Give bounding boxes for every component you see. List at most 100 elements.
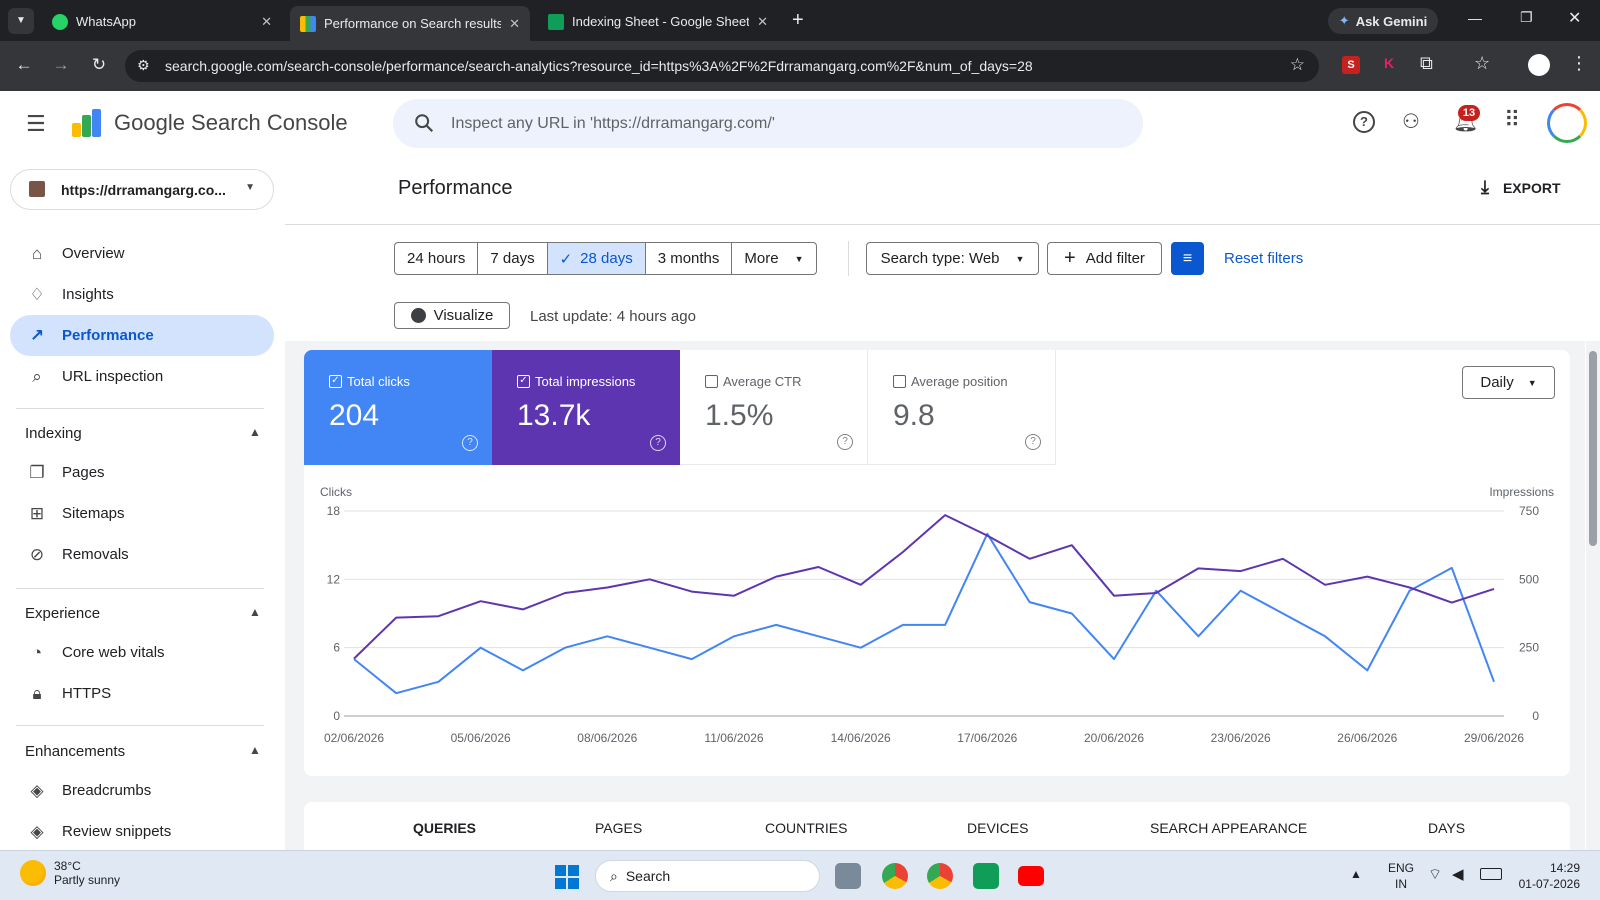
property-selector[interactable]: https://drramangarg.co... ▼ [10,169,274,210]
tab-search-button[interactable]: ▼ [8,8,34,34]
add-filter-button[interactable]: + Add filter [1047,242,1162,275]
lightbulb-icon: ♢ [29,285,45,304]
tab-countries[interactable]: COUNTRIES [765,820,848,836]
help-icon[interactable]: ? [462,435,478,451]
extension-k-icon[interactable]: K [1384,55,1395,71]
tab-queries[interactable]: QUERIES [413,820,477,836]
back-icon[interactable]: ← [15,55,33,74]
restore-button[interactable]: ❐ [1520,9,1533,25]
chrome-profile-icon[interactable] [927,863,953,889]
volume-icon[interactable]: ◀︎ [1452,866,1464,883]
help-icon[interactable]: ? [1353,111,1375,133]
metric-average-position[interactable]: Average position 9.8 ? [868,350,1056,465]
search-console-logo[interactable]: Google Search Console [70,107,348,139]
profile-avatar[interactable] [1528,54,1550,76]
sidebar-item-core-web-vitals[interactable]: ◔ Core web vitals [10,632,274,673]
minimize-button[interactable]: — [1468,10,1482,26]
address-bar[interactable]: ⚙ search.google.com/search-console/perfo… [125,50,1319,82]
tab-days[interactable]: DAYS [1428,820,1466,836]
task-view-icon[interactable] [835,863,861,889]
site-info-icon[interactable]: ⚙ [137,57,150,73]
scrollbar-thumb[interactable] [1589,351,1597,546]
url-inspection-search[interactable]: Inspect any URL in 'https://drramangarg.… [393,99,1143,148]
browser-menu-icon[interactable]: ⋮ [1570,53,1588,73]
chrome-icon[interactable] [882,863,908,889]
metric-average-ctr[interactable]: Average CTR 1.5% ? [680,350,868,465]
granularity-dropdown[interactable]: Daily ▼ [1462,366,1555,399]
export-button[interactable]: ⤓ EXPORT [1481,177,1561,197]
sidebar-item-url-inspection[interactable]: ⌕ URL inspection [10,356,274,397]
sidebar-item-sitemaps[interactable]: ⊞ Sitemaps [10,493,274,534]
manage-users-icon[interactable]: ⚇ [1402,111,1420,133]
range-7-days[interactable]: 7 days [478,243,548,274]
window-close-button[interactable]: ✕ [1568,10,1582,27]
section-enhancements[interactable]: Enhancements [25,743,126,760]
help-icon[interactable]: ? [837,434,853,450]
range-28-days[interactable]: ✓ 28 days [547,243,646,274]
youtube-icon[interactable] [1018,866,1044,886]
metric-total-impressions[interactable]: ✓ Total impressions 13.7k ? [492,350,680,465]
sidebar-item-pages[interactable]: ❐ Pages [10,452,274,493]
new-tab-button[interactable]: + [792,9,804,31]
ask-gemini-button[interactable]: ✦ Ask Gemini [1328,8,1438,34]
clock[interactable]: 14:29 01-07-2026 [1518,861,1580,891]
close-tab-icon[interactable]: ✕ [757,13,768,29]
dropdown-arrow-icon: ▼ [1015,253,1025,264]
windows-start-icon[interactable] [555,865,579,889]
tab-performance[interactable]: Performance on Search results ✕ [290,6,530,41]
wifi-icon[interactable]: ⌔ [1428,866,1443,883]
sidebar-item-performance[interactable]: ↗ Performance [10,315,274,356]
checkbox-unchecked-icon [893,375,906,388]
sidebar-item-overview[interactable]: ⌂ Overview [10,233,274,274]
bookmarks-icon[interactable]: ☆ [1474,53,1491,73]
help-icon[interactable]: ? [650,435,666,451]
help-icon[interactable]: ? [1025,434,1041,450]
account-avatar[interactable] [1547,103,1587,143]
sidebar-item-insights[interactable]: ♢ Insights [10,274,274,315]
page-title-bar: Performance ⤓ EXPORT [285,155,1600,225]
tab-search-appearance[interactable]: SEARCH APPEARANCE [1150,820,1308,836]
chevron-up-icon[interactable]: ▲ [249,605,261,619]
visualize-button[interactable]: Visualize [394,302,510,329]
main-menu-icon[interactable]: ☰ [26,111,46,136]
chevron-up-icon[interactable]: ▲ [249,743,261,757]
checkbox-checked-icon: ✓ [517,375,530,388]
search-console-icon [300,15,316,32]
range-24-hours[interactable]: 24 hours [395,243,479,274]
tab-pages[interactable]: PAGES [595,820,643,836]
section-experience[interactable]: Experience [25,605,101,622]
chevron-up-icon[interactable]: ▲ [249,425,261,439]
battery-icon[interactable] [1480,868,1502,880]
tab-indexing-sheet[interactable]: Indexing Sheet - Google Sheets ✕ [538,6,778,37]
sidebar-item-breadcrumbs[interactable]: ◈ Breadcrumbs [10,770,274,811]
search-type-dropdown[interactable]: Search type: Web ▼ [866,242,1039,275]
reset-filters-link[interactable]: Reset filters [1224,250,1304,267]
x-tick-label: 11/06/2026 [704,731,763,745]
sidebar-item-https[interactable]: 🔒︎ HTTPS [10,673,274,714]
reload-icon[interactable]: ↻ [91,55,107,74]
apps-grid-icon[interactable]: ⠿ [1504,107,1520,132]
close-tab-icon[interactable]: ✕ [509,15,520,31]
x-tick-label: 14/06/2026 [831,731,891,745]
extensions-puzzle-icon[interactable]: ⧉ [1420,53,1433,73]
browser-tab-bar: ▼ WhatsApp ✕ Performance on Search resul… [0,0,1600,41]
metric-total-clicks[interactable]: ✓ Total clicks 204 ? [304,350,492,465]
page-scrollbar[interactable] [1586,341,1600,850]
language-indicator[interactable]: ENG IN [1388,861,1415,891]
weather-widget[interactable]: 38°C Partly sunny [20,859,120,887]
taskbar-search[interactable]: ⌕ Search [595,860,820,892]
sheets-app-icon[interactable] [973,863,999,889]
sidebar-item-removals[interactable]: ⊘ Removals [10,534,274,575]
section-indexing[interactable]: Indexing [25,425,82,442]
bookmark-star-icon[interactable]: ☆ [1289,55,1305,74]
range-3-months[interactable]: 3 months [646,243,733,274]
tab-whatsapp[interactable]: WhatsApp ✕ [42,6,282,37]
range-more[interactable]: More ▼ [744,250,804,267]
forward-icon[interactable]: → [52,55,70,74]
sidebar-item-review-snippets[interactable]: ◈ Review snippets [10,811,274,852]
tray-overflow-icon[interactable]: ▲ [1350,867,1362,881]
tab-devices[interactable]: DEVICES [967,820,1029,836]
close-tab-icon[interactable]: ✕ [261,13,272,29]
extension-seo-icon[interactable]: S [1342,56,1360,74]
filter-settings-button[interactable]: ≡ [1171,242,1204,275]
